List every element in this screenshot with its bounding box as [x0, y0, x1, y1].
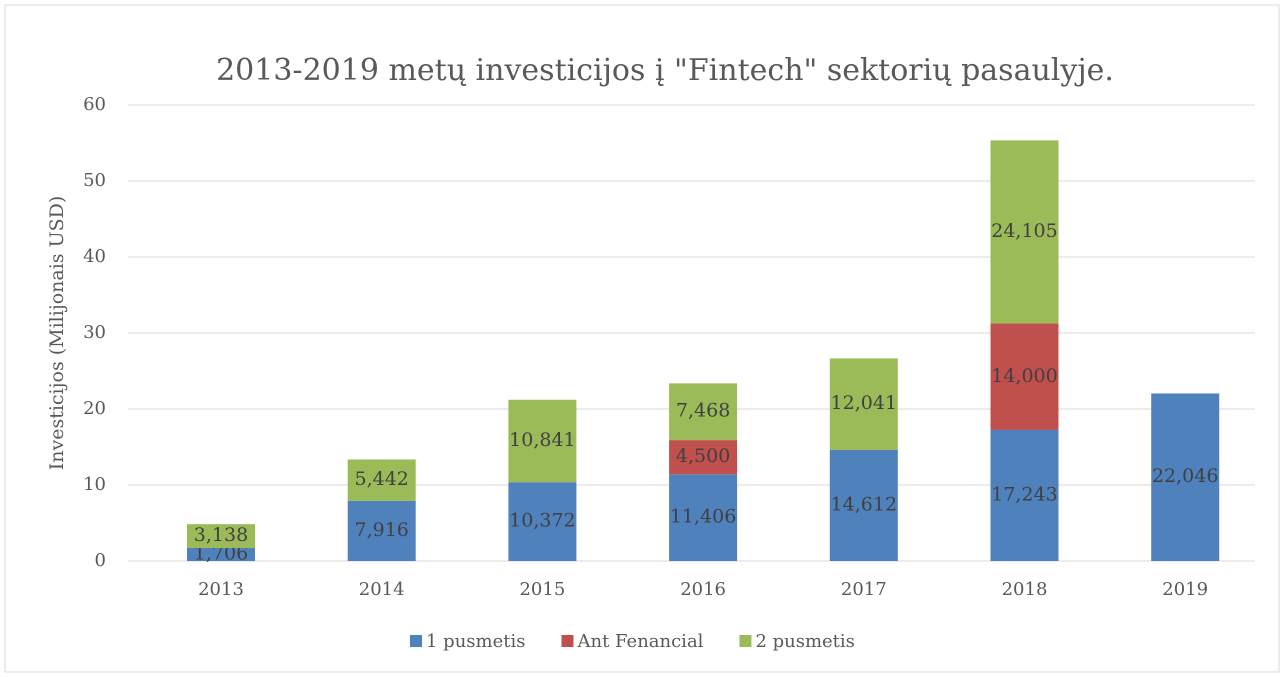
bar-segment — [1151, 393, 1220, 561]
x-tick-label: 2016 — [680, 579, 726, 600]
bar-segment — [829, 358, 898, 450]
bar-segment — [187, 548, 255, 561]
bar-segment — [347, 500, 416, 561]
data-label: 24,105 — [991, 220, 1057, 242]
bar-segment — [669, 474, 738, 561]
bar-segment — [508, 482, 577, 561]
data-label: 14,000 — [991, 365, 1057, 387]
data-label: 22,046 — [1152, 465, 1218, 487]
bar-segment — [990, 140, 1059, 324]
x-tick-label: 2017 — [841, 579, 887, 600]
legend-label: Ant Fenancial — [576, 631, 703, 652]
x-tick-label: 2018 — [1002, 579, 1048, 600]
x-tick-label: 2019 — [1162, 579, 1208, 600]
data-label: 7,468 — [676, 400, 730, 422]
data-label: 10,841 — [509, 429, 575, 451]
legend-label: 2 pusmetis — [755, 631, 854, 652]
data-label: 14,612 — [831, 493, 897, 515]
y-axis-label: Investicijos (Milijonais USD) — [46, 196, 68, 471]
y-tick-label: 30 — [83, 322, 106, 343]
y-tick-label: 40 — [83, 246, 106, 267]
legend-swatch — [739, 635, 752, 647]
y-tick-label: 10 — [83, 474, 106, 495]
bar-segment — [669, 383, 738, 441]
x-tick-label: 2013 — [198, 579, 244, 600]
legend-swatch — [410, 635, 422, 647]
legend-label: 1 pusmetis — [426, 631, 525, 652]
bar-segment — [829, 449, 898, 561]
y-tick-label: 50 — [83, 170, 106, 191]
bar-segment — [669, 440, 738, 475]
data-label: 17,243 — [991, 483, 1057, 505]
y-tick-label: 0 — [95, 550, 106, 571]
bar-segment — [990, 323, 1059, 430]
x-tick-label: 2014 — [359, 579, 405, 600]
data-label: 11,406 — [670, 506, 736, 528]
chart-title: 2013-2019 metų investicijos į "Fintech" … — [216, 53, 1114, 88]
y-tick-label: 60 — [83, 94, 106, 115]
data-label: 10,372 — [509, 510, 575, 532]
data-label: 12,041 — [831, 392, 897, 414]
data-label: 4,500 — [676, 445, 730, 467]
data-label: 7,916 — [354, 519, 408, 541]
legend-swatch — [561, 635, 574, 647]
bar-segment — [508, 399, 577, 483]
y-tick-label: 20 — [83, 398, 106, 419]
bar-segment — [187, 524, 255, 549]
x-tick-label: 2015 — [519, 579, 565, 600]
data-label: 5,442 — [354, 468, 408, 490]
bar-segment — [347, 459, 416, 501]
bar-segment — [990, 429, 1059, 561]
data-label: 3,138 — [194, 524, 248, 546]
